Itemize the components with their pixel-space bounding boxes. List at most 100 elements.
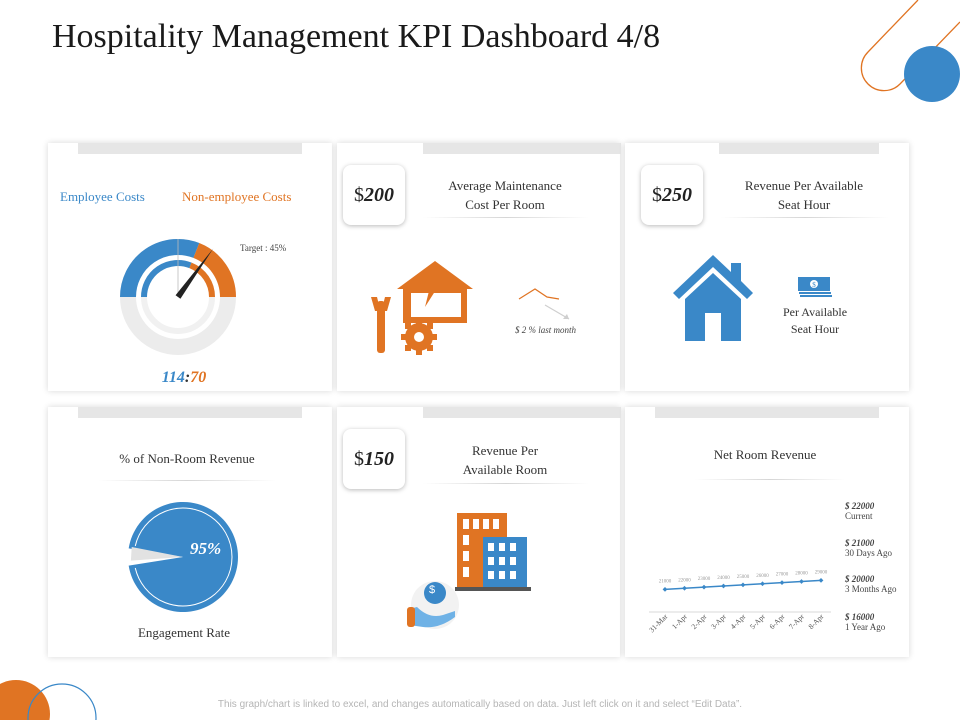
- employee-cost-arc: [120, 239, 200, 298]
- data-point: [760, 581, 765, 587]
- stat-label: 30 Days Ago: [845, 548, 892, 558]
- revpash-subtitle: Per Available Seat Hour: [759, 304, 871, 338]
- revpar-title-line2: Available Room: [462, 462, 548, 477]
- revpar-title-line1: Revenue Per: [471, 443, 539, 458]
- non-room-title: % of Non-Room Revenue: [119, 451, 255, 466]
- revpash-card: $250 Revenue Per Available Seat Hour $ P…: [625, 143, 909, 391]
- data-label: 21000: [659, 579, 672, 584]
- card-tab: [78, 407, 302, 418]
- x-tick-label: 4-Apr: [728, 612, 747, 631]
- revpash-title: Revenue Per Available Seat Hour: [711, 176, 897, 214]
- revpar-title: Revenue Per Available Room: [415, 441, 595, 479]
- coin-hand-icon: [407, 581, 459, 629]
- house-icon: [673, 255, 753, 341]
- data-point: [740, 582, 746, 588]
- non-room-percent: 95%: [190, 539, 222, 558]
- x-tick-label: 5-Apr: [748, 612, 767, 631]
- title-underline: [423, 217, 589, 218]
- x-tick-label: 2-Apr: [689, 612, 708, 631]
- employee-costs-gauge: [120, 239, 236, 355]
- card-tab: [719, 143, 879, 154]
- maintenance-trend-label: $ 2 % last month: [515, 325, 577, 335]
- revpash-price-box: $250: [641, 165, 703, 225]
- currency-symbol: $: [652, 183, 662, 206]
- employee-ratio: 114:70: [48, 369, 320, 387]
- employee-cost-inner-arc: [141, 260, 192, 298]
- x-tick-label: 31-Mar: [647, 612, 670, 635]
- title-underline: [695, 479, 845, 480]
- money-stack-icon: $: [798, 277, 832, 297]
- data-point: [701, 584, 707, 590]
- data-label: 25000: [737, 575, 750, 580]
- target-needle: [175, 248, 214, 299]
- non-room-revenue-card: % of Non-Room Revenue 95% Engagement Rat…: [48, 407, 332, 657]
- engagement-caption: Engagement Rate: [137, 625, 231, 640]
- maintenance-title-line2: Cost Per Room: [465, 197, 545, 212]
- net-room-title: Net Room Revenue: [713, 447, 817, 462]
- revpash-title-line2: Seat Hour: [777, 197, 831, 212]
- data-point: [818, 577, 824, 583]
- title-underline: [721, 217, 889, 218]
- revpar-price-box: $150: [343, 429, 405, 489]
- revpash-title-line1: Revenue Per Available: [744, 178, 864, 193]
- stat-1-year: $ 16000 1 Year Ago: [845, 612, 885, 632]
- room-share-slice: [130, 547, 183, 561]
- card-tab: [78, 143, 302, 154]
- data-point: [721, 583, 726, 589]
- maintenance-cost-card: $200 Average Maintenance Cost Per Room $…: [337, 143, 621, 391]
- coin-symbol: $: [429, 584, 436, 596]
- stat-value: $ 21000: [845, 538, 875, 548]
- maintenance-title: Average Maintenance Cost Per Room: [415, 176, 595, 214]
- stat-current: $ 22000 Current: [845, 501, 874, 521]
- maintenance-price-box: $200: [343, 165, 405, 225]
- data-label: 23000: [698, 577, 711, 582]
- card-tab: [423, 143, 621, 154]
- revpar-card: $150 Revenue Per Available Room $: [337, 407, 621, 657]
- x-tick-label: 3-Apr: [709, 612, 728, 631]
- maintenance-value: 200: [364, 183, 394, 206]
- decorative-circles-top-right: [860, 0, 960, 102]
- title-underline: [423, 483, 589, 484]
- non-room-inner-ring: [134, 507, 233, 607]
- data-label: 26000: [756, 574, 769, 579]
- stat-30-days: $ 21000 30 Days Ago: [845, 538, 892, 558]
- legend-employee-costs: Employee Costs: [60, 189, 145, 204]
- data-label: 28000: [795, 572, 808, 577]
- maintenance-trend-line: [518, 288, 570, 320]
- currency-symbol: $: [354, 447, 364, 470]
- data-point: [779, 580, 785, 586]
- stat-value: $ 20000: [845, 574, 875, 584]
- data-label: 27000: [776, 573, 789, 578]
- revpash-value: 250: [662, 183, 692, 206]
- data-label: 22000: [678, 578, 691, 583]
- ratio-separator: :: [184, 369, 191, 386]
- currency-symbol: $: [354, 183, 364, 206]
- x-tick-label: 8-Apr: [806, 612, 825, 631]
- title-underline: [98, 480, 276, 481]
- maintenance-title-line1: Average Maintenance: [448, 178, 562, 193]
- page-title: Hospitality Management KPI Dashboard 4/8: [52, 18, 661, 55]
- x-tick-label: 6-Apr: [767, 612, 786, 631]
- buildings-icon: [455, 513, 531, 591]
- revpash-sub-line2: Seat Hour: [790, 322, 840, 336]
- legend-non-employee-costs: Non-employee Costs: [182, 189, 292, 204]
- x-tick-label: 7-Apr: [787, 612, 806, 631]
- non-employee-cost-inner-arc: [189, 262, 215, 298]
- stat-value: $ 22000: [845, 501, 875, 511]
- non-employee-value: 70: [190, 369, 207, 386]
- non-employee-cost-arc: [193, 243, 236, 298]
- stat-value: $ 16000: [845, 612, 875, 622]
- decorative-circles-bottom-left: [0, 680, 97, 720]
- stat-label: 3 Months Ago: [845, 584, 897, 594]
- revpar-value: 150: [364, 447, 394, 470]
- revpash-sub-line1: Per Available: [782, 305, 848, 319]
- data-point: [662, 586, 668, 592]
- net-room-line-chart: 21000 31-Mar 22000 1-Apr 23000 2-Apr 24000 3-Ap…: [647, 570, 831, 635]
- net-room-revenue-card: Net Room Revenue 21000 31-Mar 22000 1-Apr 23…: [625, 407, 909, 657]
- stat-label: 1 Year Ago: [845, 622, 886, 632]
- card-tab: [423, 407, 621, 418]
- data-label: 29000: [815, 570, 828, 575]
- stat-3-months: $ 20000 3 Months Ago: [845, 574, 897, 594]
- employee-costs-card: Employee Costs Non-employee Costs Target…: [48, 143, 332, 391]
- card-tab: [655, 407, 879, 418]
